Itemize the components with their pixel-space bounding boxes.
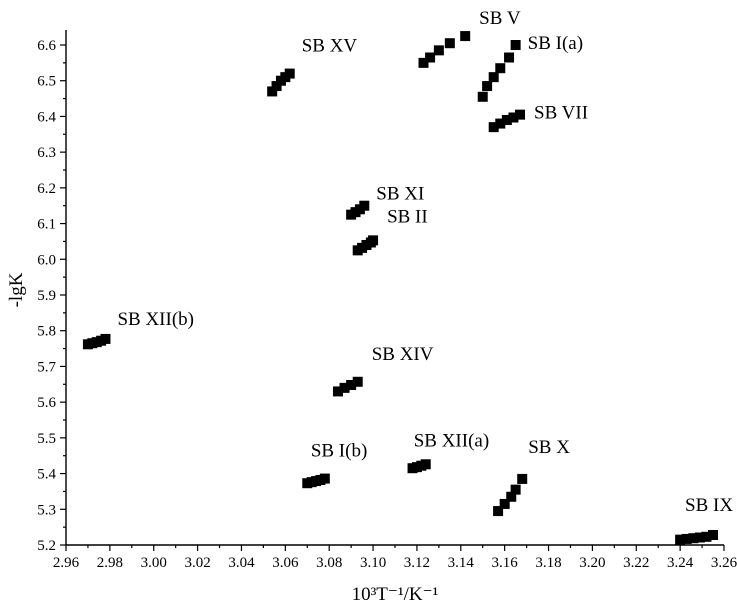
data-point: [346, 380, 357, 390]
series-label: SB XII(b): [117, 309, 194, 330]
data-point: [510, 40, 521, 50]
y-tick-label: 5.5: [37, 431, 56, 447]
data-point: [701, 531, 712, 542]
series-label: SB X: [528, 437, 570, 458]
data-point: [517, 473, 528, 484]
data-point: [506, 491, 517, 502]
data-point: [100, 333, 111, 344]
data-point: [433, 45, 444, 56]
data-point: [675, 534, 686, 545]
data-point: [508, 112, 519, 123]
x-tick-label: 3.22: [623, 555, 649, 571]
x-tick-label: 3.00: [141, 555, 167, 571]
data-point: [681, 533, 692, 544]
y-tick-label: 6.3: [37, 145, 56, 161]
x-tick-label: 3.18: [535, 555, 561, 571]
y-tick-label: 6.2: [37, 181, 56, 197]
series-label: SB IX: [685, 495, 733, 516]
series-label: SB I(a): [528, 33, 583, 54]
data-point: [319, 473, 330, 484]
x-tick-label: 3.10: [360, 555, 386, 571]
y-tick-label: 6.0: [37, 252, 56, 268]
y-tick-label: 5.2: [37, 538, 56, 554]
series-label: SB VII: [534, 103, 588, 124]
data-point: [510, 484, 521, 495]
data-point: [284, 68, 295, 79]
data-point: [339, 382, 350, 393]
x-tick-label: 2.96: [53, 555, 80, 571]
data-point: [493, 506, 504, 517]
series-label: SB XII(a): [414, 430, 489, 451]
data-point: [477, 91, 488, 102]
data-points: [82, 31, 719, 545]
x-tick-label: 3.20: [579, 555, 605, 571]
data-point: [425, 52, 436, 63]
x-tick-label: 3.06: [272, 555, 299, 571]
y-tick-label: 5.9: [37, 288, 56, 304]
series-label: SB I(b): [311, 441, 367, 462]
data-point: [515, 109, 526, 120]
data-point: [460, 31, 471, 42]
data-point: [504, 52, 515, 63]
series-label: SB V: [479, 8, 521, 29]
data-point: [488, 122, 499, 133]
data-point: [501, 115, 512, 125]
y-tick-label: 6.5: [37, 74, 56, 90]
data-point: [359, 200, 370, 211]
x-axis-title: 10³T⁻¹/K⁻¹: [352, 584, 439, 605]
data-point: [271, 81, 282, 92]
data-point: [694, 532, 705, 543]
data-point: [420, 459, 431, 470]
data-point: [368, 235, 379, 246]
y-tick-label: 6.4: [37, 109, 56, 125]
y-tick-label: 5.6: [37, 395, 56, 411]
data-point: [488, 72, 499, 83]
y-tick-label: 5.3: [37, 502, 56, 518]
x-tick-label: 2.98: [97, 555, 123, 571]
y-tick-label: 5.8: [37, 324, 56, 340]
x-tick-label: 3.24: [667, 555, 694, 571]
data-point: [495, 63, 506, 74]
data-point: [495, 118, 506, 129]
x-tick-label: 3.16: [492, 555, 519, 571]
x-tick-label: 3.02: [184, 555, 210, 571]
data-point: [499, 498, 510, 509]
x-tick-label: 3.12: [404, 555, 430, 571]
data-point: [418, 57, 429, 68]
x-tick-label: 3.08: [316, 555, 342, 571]
data-point: [482, 81, 493, 92]
data-point: [688, 533, 699, 544]
series-label: SB XIV: [372, 344, 434, 365]
y-tick-label: 6.6: [37, 38, 56, 54]
x-tick-label: 3.26: [711, 555, 737, 571]
y-axis-ticks: 5.2 5.3 5.4 5.5 5.6 5.7 5.8 5.9 6.0 6.1 6.2 6.3 6.4 6…: [37, 38, 66, 554]
data-point: [332, 386, 343, 397]
y-tick-label: 5.4: [37, 467, 56, 483]
series-label: SB XI: [376, 184, 424, 205]
series-label: SB XV: [302, 36, 358, 57]
y-axis-title: -lgK: [6, 272, 27, 307]
x-axis-ticks: 2.96 2.98 3.00 3.02 3.04 3.06 3.08 3.10 3.12 3.14…: [53, 545, 737, 571]
x-tick-label: 3.14: [448, 555, 475, 571]
series-label: SB II: [387, 206, 428, 227]
data-point: [352, 376, 363, 387]
x-tick-label: 3.04: [228, 555, 255, 571]
y-tick-label: 6.1: [37, 217, 56, 233]
y-tick-label: 5.7: [37, 359, 56, 375]
data-point: [708, 530, 719, 540]
data-point: [267, 86, 278, 97]
data-point: [444, 38, 455, 49]
